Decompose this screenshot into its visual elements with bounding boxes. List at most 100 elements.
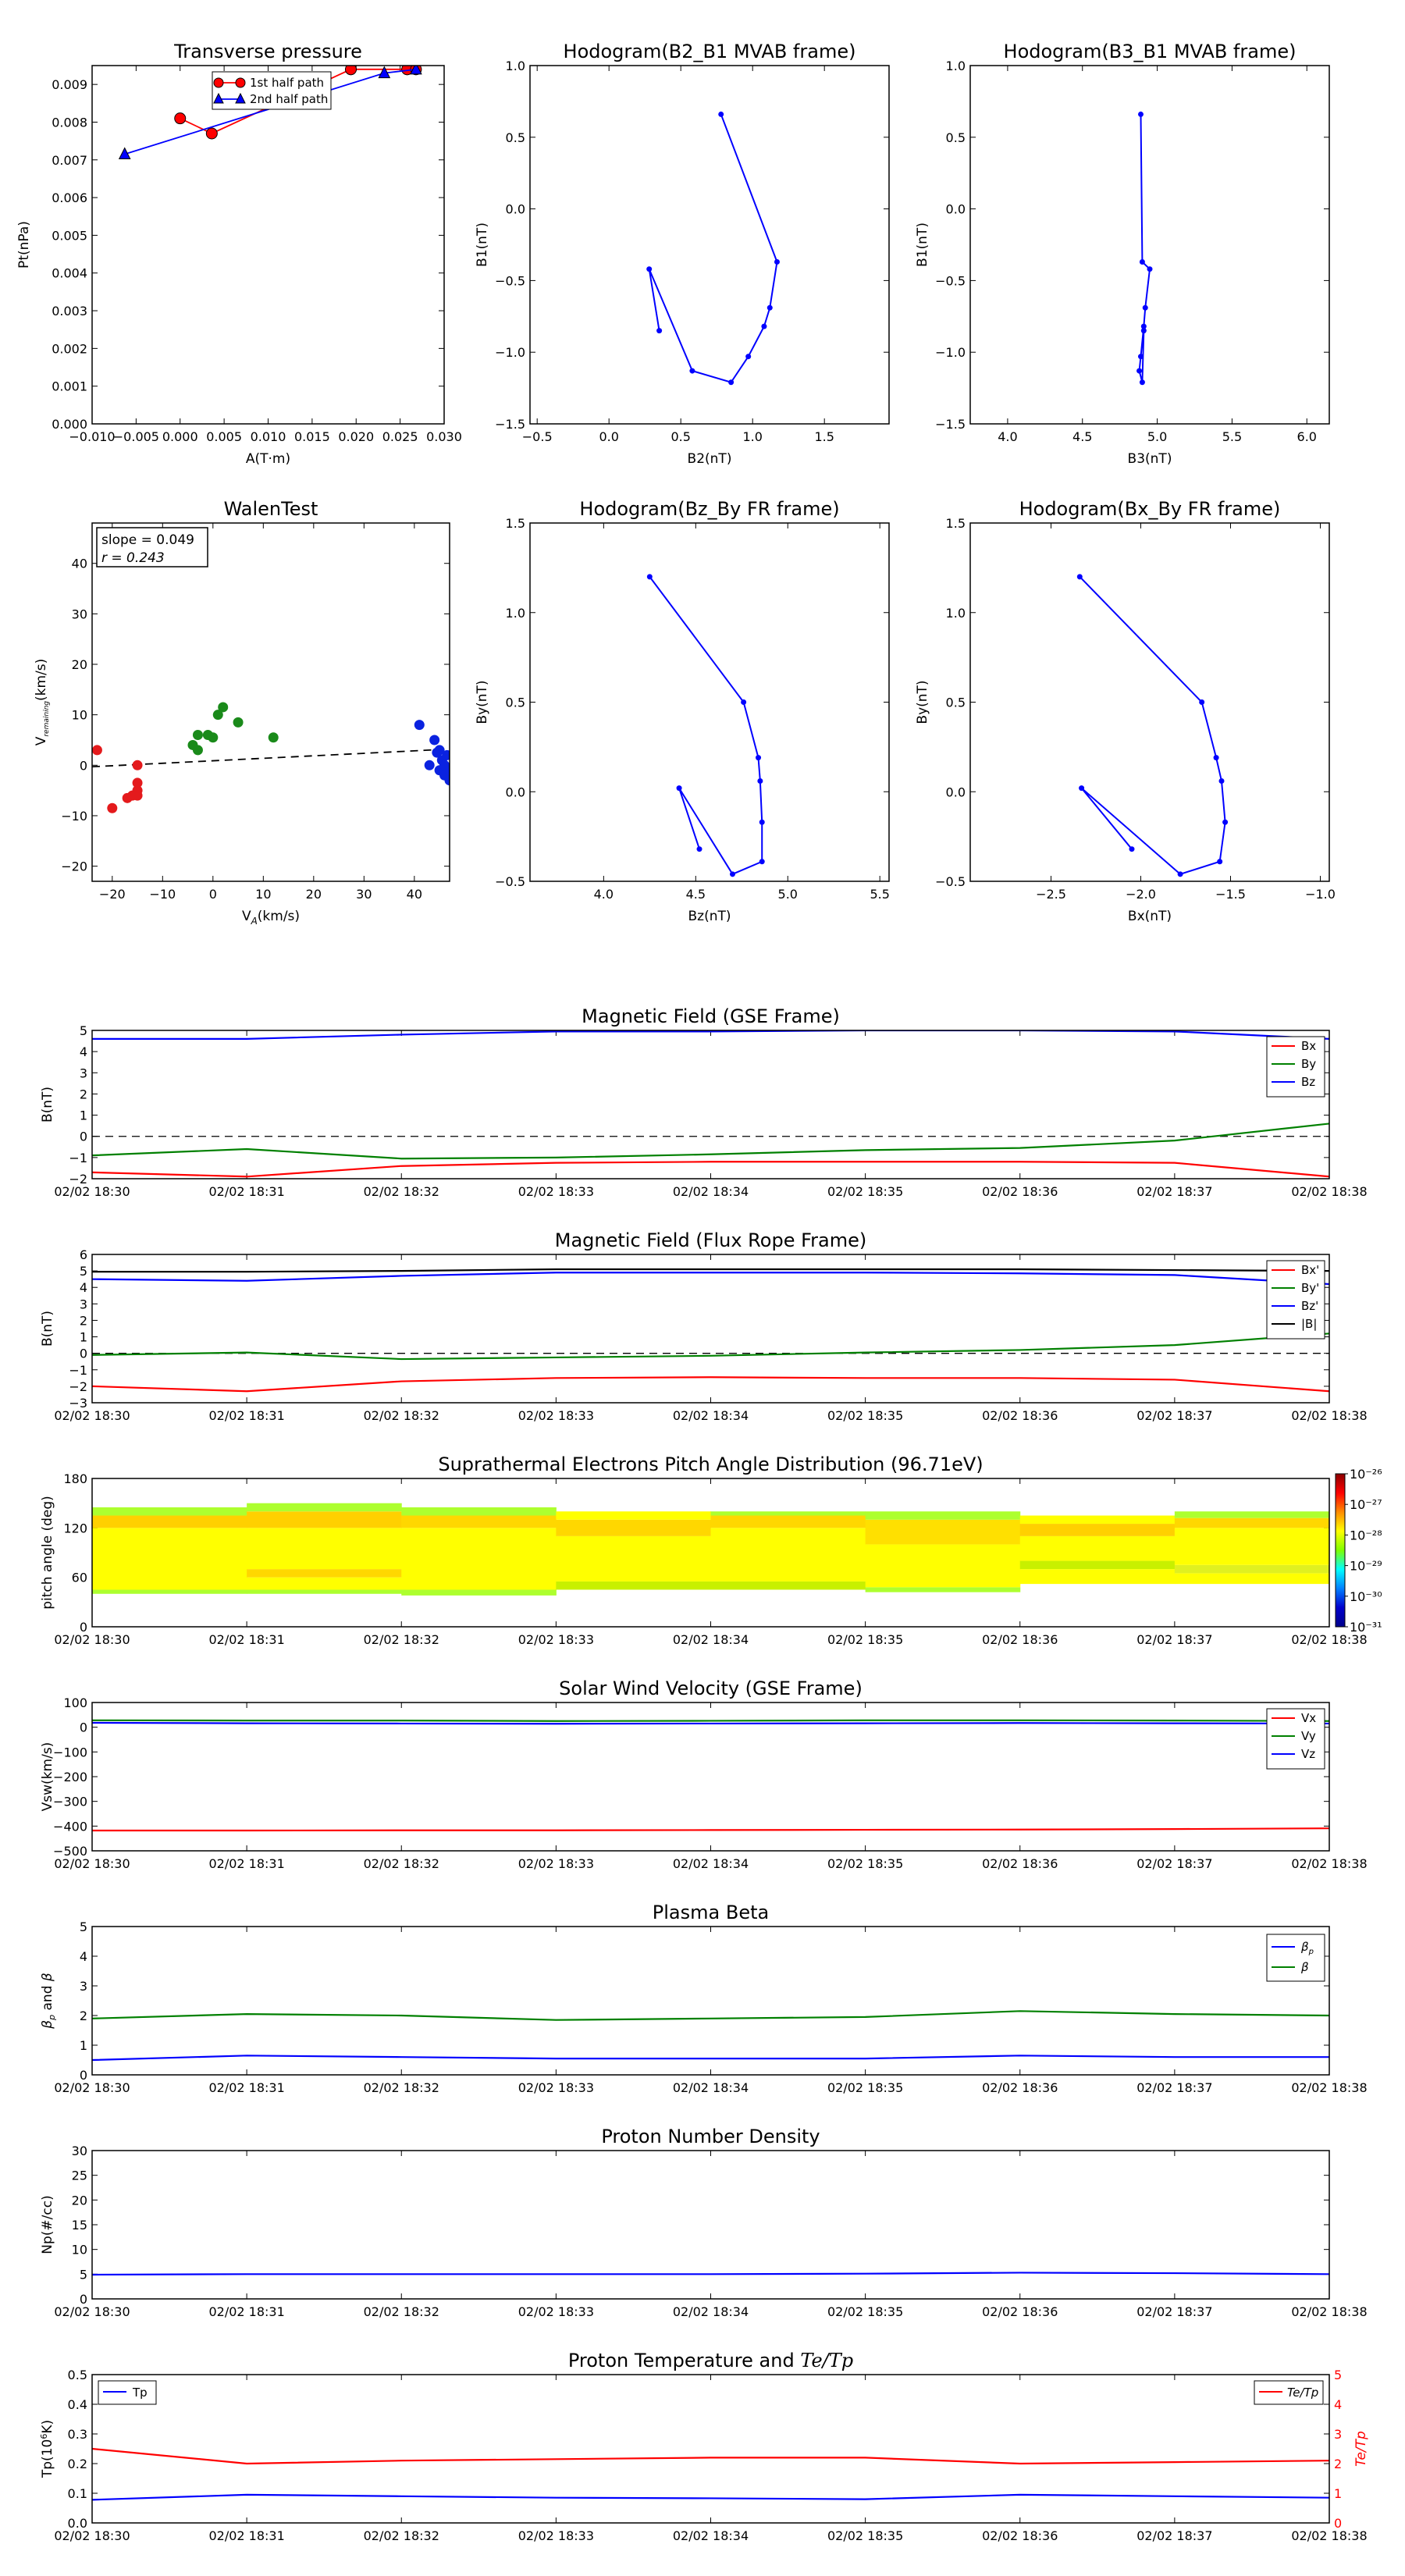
x-tick-label: 02/02 18:30 [54,1632,130,1647]
heatmap-cell [92,1507,247,1516]
panel-title: Solar Wind Velocity (GSE Frame) [559,1678,863,1699]
y-tick-label: 0.0 [506,202,525,217]
data-point [1177,871,1183,877]
heatmap-cell [401,1528,557,1590]
y-tick-label: −3 [69,1396,87,1411]
y-tick-label: 1 [80,1330,87,1345]
data-point [718,111,724,117]
x-tick-label: 02/02 18:30 [54,1408,130,1423]
data-point [192,730,203,741]
y-tick-label: −400 [53,1819,87,1834]
y-tick-label: 0.006 [52,190,87,205]
panel-title: Proton Number Density [601,2126,820,2147]
axes-frame [91,1926,1330,2076]
data-point [757,777,763,784]
y-axis-label: Np(#/cc) [40,2195,55,2254]
hodogram-line [1138,114,1151,383]
y-tick-label: 3 [80,1297,87,1311]
x-tick-label: 02/02 18:32 [364,2080,439,2095]
y-tick-label: 10 [72,2243,87,2258]
y-tick-label: 0 [80,758,87,773]
legend-label: Bx' [1301,1263,1319,1277]
x-tick-label: 02/02 18:38 [1291,2528,1367,2543]
y-tick-label: 20 [72,2193,87,2208]
y-axis-label: Vsw(km/s) [40,1742,55,1812]
x-axis-label-v: V [242,909,251,924]
x-tick-label: −1.5 [1215,887,1246,902]
x-tick-label: 02/02 18:31 [208,1632,284,1647]
y-axis-label: By(nT) [915,680,930,724]
axes-frame [91,1030,1330,1179]
y-tick-label: 0 [80,2068,87,2083]
heatmap-cell [401,1515,557,1528]
data-point [1076,574,1083,580]
data-point [1138,354,1144,360]
x-tick-label: 0.005 [206,429,242,444]
x-tick-label: 02/02 18:34 [673,1408,749,1423]
axes-frame [91,2150,1330,2300]
colorbar-label: 10⁻³⁰ [1350,1589,1382,1604]
heatmap-cell [710,1515,866,1528]
plot-area [118,66,422,160]
plot-area [646,111,780,386]
legend-label: By' [1301,1281,1319,1295]
legend-label: Vy [1301,1729,1316,1743]
data-point [442,749,450,760]
panel-title: Hodogram(Bz_By FR frame) [579,498,839,520]
x-tick-label: 02/02 18:32 [364,2528,439,2543]
series-line-vz [92,1721,1329,1725]
data-point [759,819,765,825]
x-tick-label: 02/02 18:36 [982,1408,1058,1423]
plot-area [92,1719,1329,1832]
x-tick-label: 02/02 18:33 [518,2304,594,2319]
x-tick-label: 02/02 18:34 [673,2528,749,2543]
data-point [1139,259,1145,265]
data-point [429,735,440,745]
x-tick-label: 02/02 18:32 [364,1408,439,1423]
y-tick-label: 1.0 [506,606,525,621]
plot-area [92,2272,1329,2276]
x-tick-label: 0.020 [338,429,374,444]
plot-area [92,2010,1329,2062]
data-point [741,699,747,705]
legend-label: Te/Tp [1287,2386,1318,2400]
x-tick-label: 02/02 18:31 [208,1856,284,1871]
x-axis-label: VA(km/s) [242,909,300,927]
x-tick-label: −20 [99,887,126,902]
x-tick-label: 4.0 [594,887,614,902]
data-point [646,266,653,272]
y-tick-label: 4 [80,1949,87,1964]
x-tick-label: −2.5 [1036,887,1066,902]
plot-area [92,1030,1329,1178]
y-tick-label: 0.008 [52,115,87,130]
legend-marker [235,92,246,104]
data-point [756,755,762,761]
heatmap-cell [92,1515,247,1528]
y-tick-label: 1.5 [506,516,525,531]
hodogram-line [649,576,763,876]
x-tick-label: 02/02 18:33 [518,2080,594,2095]
x-tick-label: 02/02 18:38 [1291,2304,1367,2319]
axes-frame [969,65,1330,425]
x-tick-label: 02/02 18:35 [827,1856,903,1871]
x-tick-label: 02/02 18:34 [673,1856,749,1871]
title-text: Proton Temperature and [568,2350,800,2371]
panel-title: Plasma Beta [653,1902,769,1923]
data-point [414,720,425,731]
series-line-b [92,1268,1329,1273]
x-axis-label: Bx(nT) [1128,909,1172,924]
y-tick-label: 120 [63,1521,87,1535]
axes-frame [529,522,890,882]
colorbar-label: 10⁻²⁷ [1350,1497,1382,1512]
data-point [118,147,131,160]
heatmap-cell [92,1589,247,1594]
x-tick-label: 02/02 18:35 [827,1408,903,1423]
axes-frame [91,522,450,882]
y-tick-label: 0.0 [506,785,525,799]
series-line-bx [92,1376,1329,1393]
x-tick-label: 02/02 18:33 [518,2528,594,2543]
plot-area [1136,111,1153,386]
x-tick-label: 02/02 18:37 [1136,1632,1212,1647]
series-line-tetp [92,2447,1329,2465]
heatmap-cell [710,1528,866,1582]
